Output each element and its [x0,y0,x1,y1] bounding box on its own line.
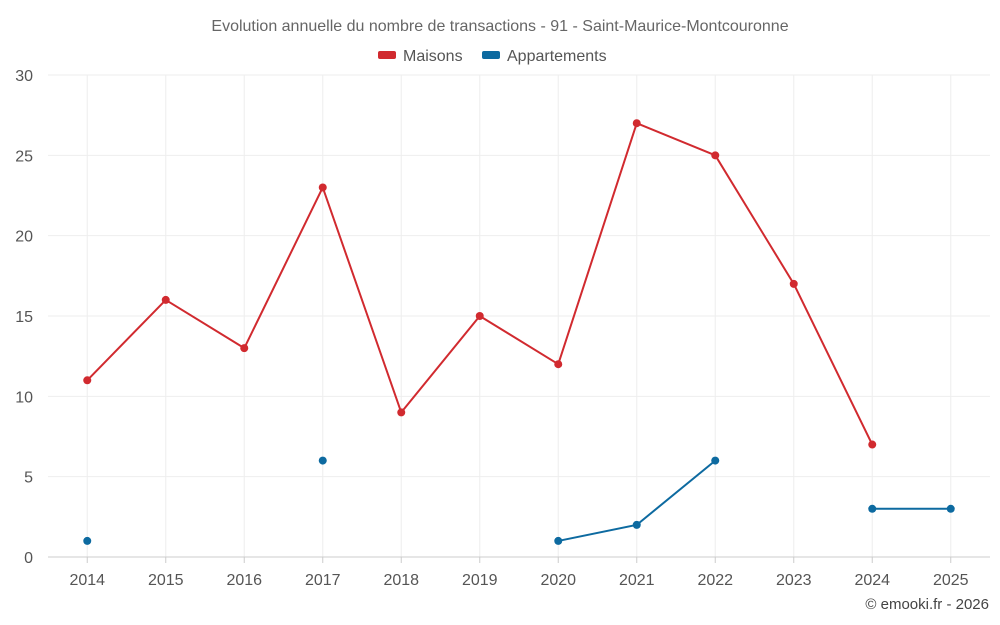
x-tick-label-2016: 2016 [226,572,262,589]
series-maisons [83,119,877,449]
y-tick-label-15: 15 [15,309,33,326]
point-maisons-2019[interactable] [475,312,484,320]
legend-label-appartements: Appartements [507,48,607,65]
series [83,119,955,545]
y-tick-label-25: 25 [15,148,33,165]
point-maisons-2016[interactable] [240,344,249,353]
credit-text: © emooki.fr - 2026 [865,596,989,613]
point-appartements-2014[interactable] [83,536,92,545]
legend: Maisons Appartements [378,48,607,65]
series-appartements [83,456,955,545]
legend-item-maisons[interactable]: Maisons [378,48,463,65]
x-tick-label-2017: 2017 [305,572,341,589]
point-appartements-2024[interactable] [868,504,877,513]
x-tick-label-2020: 2020 [540,572,576,589]
y-tick-label-20: 20 [15,229,33,246]
y-tick-label-5: 5 [24,470,33,487]
legend-label-maisons: Maisons [403,48,463,65]
point-maisons-2021[interactable] [632,119,641,128]
chart-title: Evolution annuelle du nombre de transact… [211,18,788,35]
point-maisons-2017[interactable] [318,183,327,192]
point-maisons-2014[interactable] [83,376,92,385]
x-tick-label-2022: 2022 [697,572,733,589]
point-appartements-2025[interactable] [946,504,955,513]
point-appartements-2017[interactable] [318,456,327,465]
grid [48,74,990,557]
legend-swatch-appartements [482,51,500,59]
point-appartements-2022[interactable] [711,456,720,465]
point-appartements-2020[interactable] [554,536,563,545]
x-tick-label-2025: 2025 [933,572,969,589]
x-tick-label-2021: 2021 [619,572,655,589]
point-maisons-2020[interactable] [554,360,563,369]
x-tick-label-2019: 2019 [462,572,498,589]
point-maisons-2018[interactable] [397,408,406,417]
x-tick-label-2023: 2023 [776,572,812,589]
x-tick-label-2018: 2018 [383,572,419,589]
legend-item-appartements[interactable]: Appartements [482,48,607,65]
y-tick-label-30: 30 [15,68,33,85]
legend-swatch-maisons [378,51,396,59]
point-maisons-2015[interactable] [161,295,170,304]
y-tick-label-0: 0 [24,550,33,567]
point-appartements-2021[interactable] [632,520,641,529]
point-maisons-2022[interactable] [711,151,720,160]
point-maisons-2023[interactable] [789,279,798,288]
x-tick-label-2014: 2014 [69,572,105,589]
x-tick-label-2015: 2015 [148,572,184,589]
y-tick-label-10: 10 [15,389,33,406]
point-maisons-2024[interactable] [868,440,877,449]
x-tick-label-2024: 2024 [854,572,890,589]
